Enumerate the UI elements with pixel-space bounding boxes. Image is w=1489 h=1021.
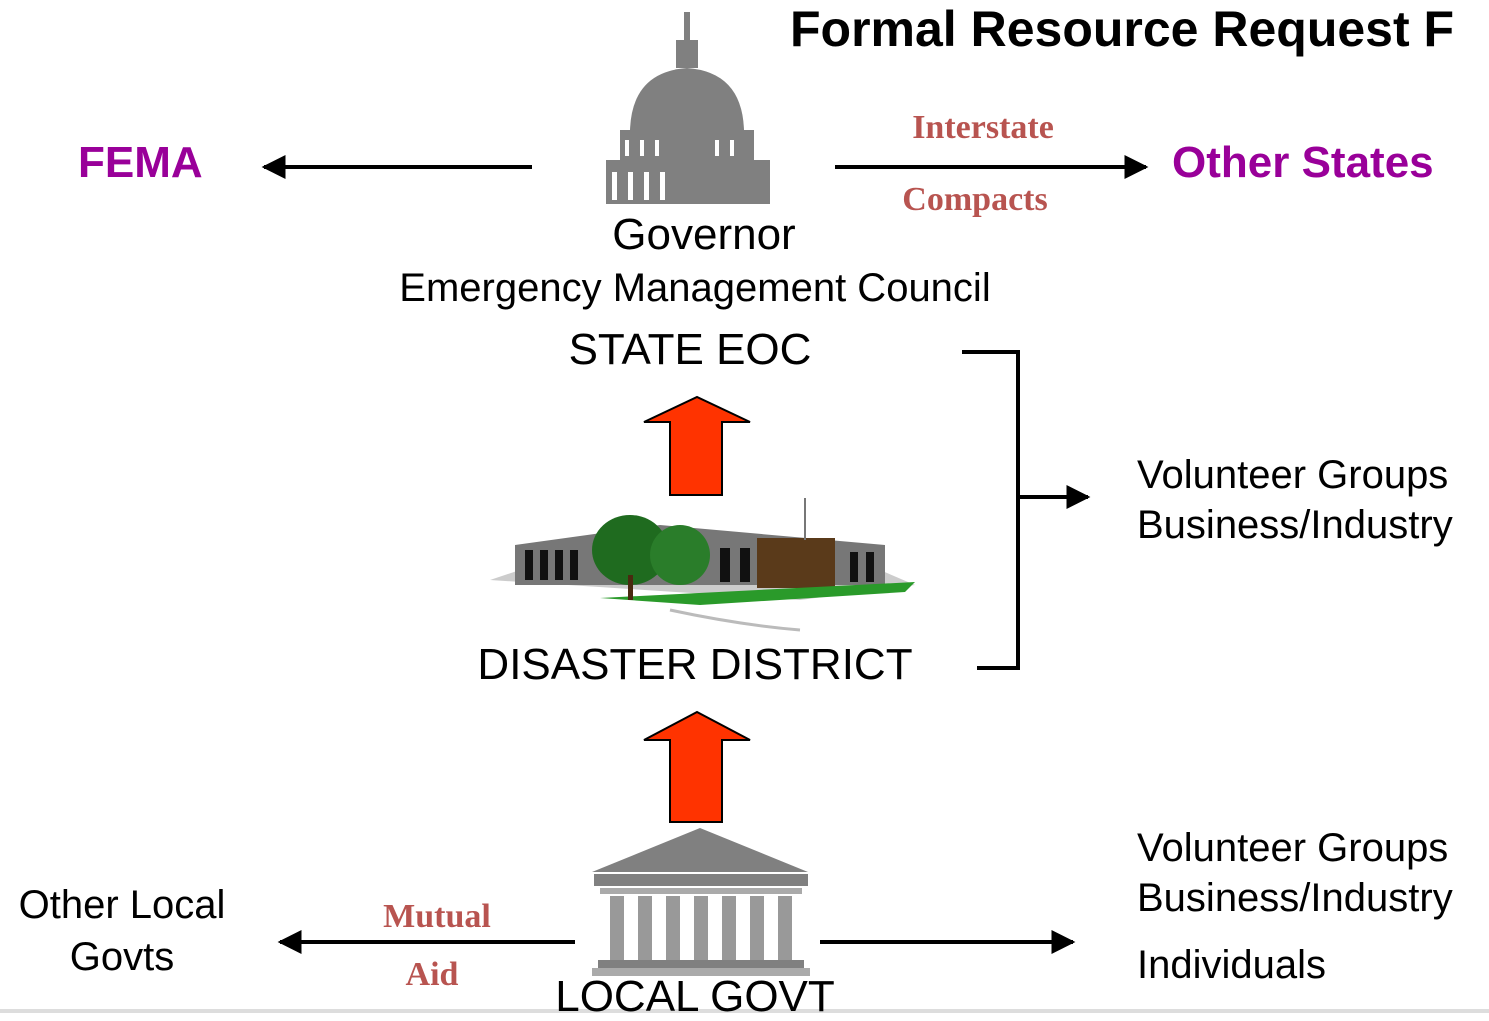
other-local-govts: Other Local [18, 883, 226, 927]
other-states: Other States [1172, 138, 1434, 187]
district-building-icon [490, 498, 915, 632]
fema: FEMA [78, 138, 203, 187]
edge-label: Interstate [912, 109, 1054, 146]
local-govt: LOCAL GOVT [555, 972, 835, 1021]
edge-label: Aid [405, 956, 459, 993]
capitol-icon [606, 12, 770, 204]
disaster-district: DISASTER DISTRICT [477, 640, 913, 689]
governor: Governor [612, 210, 796, 259]
up-arrow [643, 710, 751, 823]
up-arrow [643, 395, 751, 496]
edge-label: Compacts [902, 181, 1048, 218]
other-local-govts: Govts [69, 935, 175, 979]
state-eoc: STATE EOC [568, 325, 812, 374]
courthouse-icon [592, 828, 810, 976]
title: Formal Resource Request F [790, 1, 1455, 57]
edge-label: Mutual [383, 898, 491, 935]
council: Emergency Management Council [399, 266, 991, 310]
resource: Volunteer Groups [1137, 453, 1449, 497]
resource: Individuals [1137, 943, 1327, 987]
resource: Business/Industry [1137, 503, 1453, 547]
resource: Volunteer Groups [1137, 826, 1449, 870]
resource: Business/Industry [1137, 876, 1453, 920]
bracket [962, 350, 1020, 670]
